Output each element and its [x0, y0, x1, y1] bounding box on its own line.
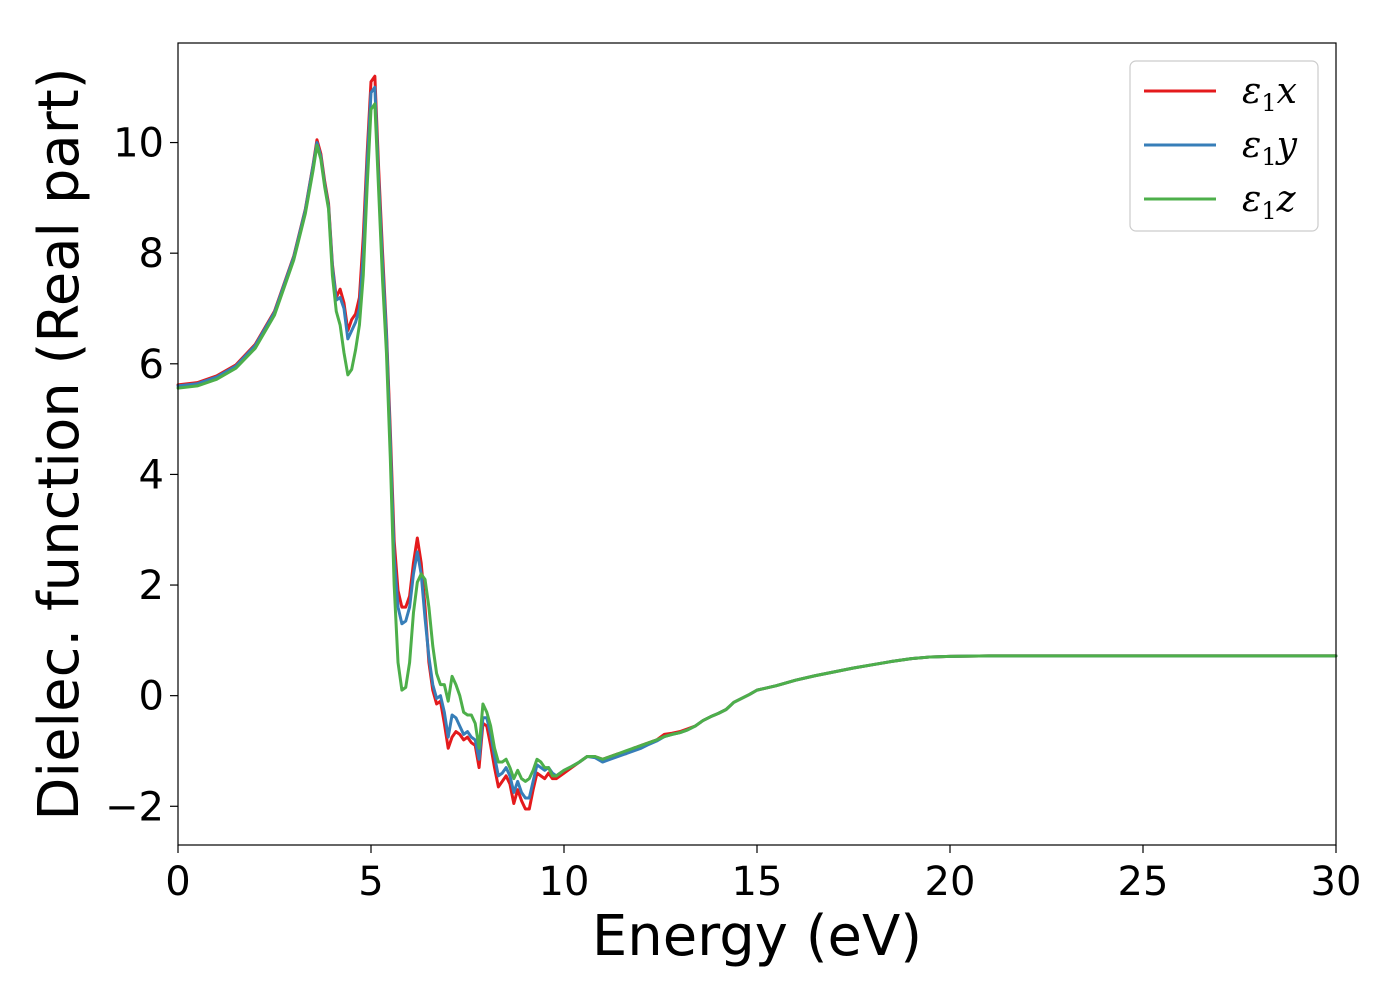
x-axis-ticks: 0 5 10 15 20 25 30 — [165, 845, 1361, 905]
x-tick-label: 15 — [732, 859, 783, 905]
legend-label-subscript: 1 — [1261, 197, 1276, 225]
y-tick-label: 8 — [139, 231, 164, 277]
legend-label-subscript: 1 — [1261, 89, 1276, 117]
y-tick-label: 0 — [139, 674, 164, 720]
x-tick-label: 0 — [165, 859, 190, 905]
y-tick-label: 4 — [139, 452, 164, 498]
y-axis-ticks: −2 0 2 4 6 8 10 — [105, 121, 178, 830]
legend-label-component: z — [1276, 179, 1297, 220]
x-tick-label: 30 — [1311, 859, 1362, 905]
legend-label-subscript: 1 — [1261, 143, 1276, 171]
legend-label: ε1x — [1242, 71, 1297, 117]
series-layer — [176, 74, 1338, 811]
legend-label: ε1z — [1242, 179, 1297, 225]
y-tick-label: 2 — [139, 563, 164, 609]
legend-label-component: y — [1275, 125, 1298, 166]
legend-label-component: x — [1277, 71, 1297, 112]
x-axis-title: Energy (eV) — [592, 904, 922, 969]
legend-label-base: ε — [1242, 179, 1261, 220]
x-tick-label: 20 — [925, 859, 976, 905]
y-tick-label: −2 — [105, 784, 164, 830]
x-tick-label: 10 — [539, 859, 590, 905]
legend-label-base: ε — [1242, 71, 1261, 112]
y-axis-title: Dielec. function (Real part) — [27, 67, 92, 820]
x-tick-label: 25 — [1118, 859, 1169, 905]
legend-box — [1129, 60, 1319, 232]
series-line-z — [176, 102, 1338, 783]
legend-label: ε1y — [1242, 125, 1298, 171]
x-tick-label: 5 — [358, 859, 383, 905]
y-tick-label: 10 — [113, 121, 164, 167]
legend-label-base: ε — [1242, 125, 1261, 166]
y-tick-label: 6 — [139, 342, 164, 388]
